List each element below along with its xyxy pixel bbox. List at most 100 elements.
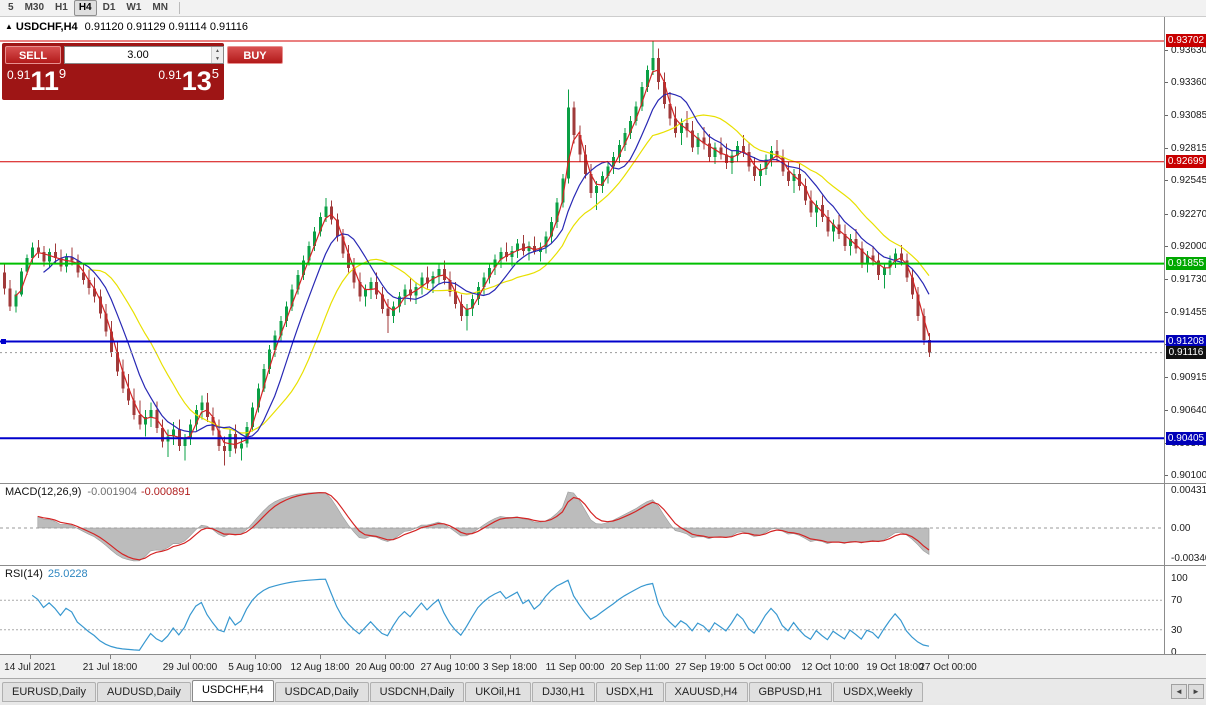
price-axis-label: 0.90915 <box>1171 372 1206 383</box>
price-axis-label: 0.91455 <box>1171 307 1206 318</box>
buy-price-big: 13 <box>181 66 212 96</box>
volume-down-button[interactable]: ▼ <box>212 55 223 63</box>
chart-tab-usdx-weekly[interactable]: USDX,Weekly <box>833 682 923 702</box>
time-axis-tick <box>510 655 511 659</box>
time-axis-tick <box>385 655 386 659</box>
chart-tab-xauusd-h4[interactable]: XAUUSD,H4 <box>664 682 748 702</box>
macd-signal-line <box>37 492 930 561</box>
chart-tab-dj30-h1[interactable]: DJ30,H1 <box>532 682 595 702</box>
time-axis-tick <box>948 655 949 659</box>
moving-average-line <box>43 92 930 438</box>
price-axis-label: 0.92545 <box>1171 175 1206 186</box>
chart-tab-usdcnh-daily[interactable]: USDCNH,Daily <box>369 682 465 702</box>
price-axis-tick <box>1165 377 1168 378</box>
sell-price[interactable]: 0.91119 <box>7 65 66 97</box>
sell-price-big: 11 <box>30 66 59 96</box>
symbol-title: USDCHF,H4 <box>15 21 78 33</box>
price-axis-tick <box>1165 410 1168 411</box>
price-axis[interactable]: 0.93630 0.93360 0.93085 0.92815 0.92545 0.922… <box>1164 17 1206 654</box>
macd-main-value: -0.001904 <box>87 486 137 498</box>
time-axis-label: 14 Jul 2021 <box>4 662 56 673</box>
price-axis-tick <box>1165 214 1168 215</box>
rsi-axis-label: 100 <box>1171 573 1188 584</box>
ohlc-values: 0.91120 0.91129 0.91114 0.91116 <box>84 21 248 33</box>
sell-price-prefix: 0.91 <box>7 68 31 82</box>
time-axis-label: 5 Aug 10:00 <box>228 662 282 673</box>
sell-button[interactable]: SELL <box>5 46 61 64</box>
rsi-axis-label: 70 <box>1171 595 1183 606</box>
panel-separator-rsi[interactable] <box>0 565 1206 566</box>
time-axis-tick <box>765 655 766 659</box>
price-axis-label: 0.93085 <box>1171 110 1206 121</box>
price-axis-label: 0.92000 <box>1171 241 1206 252</box>
macd-canvas[interactable] <box>0 484 1164 565</box>
time-axis[interactable]: 14 Jul 2021 21 Jul 18:00 29 Jul 00:00 5 Aug… <box>0 655 1206 678</box>
price-axis-tick <box>1165 475 1168 476</box>
macd-name: MACD(12,26,9) <box>5 486 82 498</box>
buy-price-sup: 5 <box>211 66 219 81</box>
tab-scroll-left-button[interactable]: ◄ <box>1171 684 1187 699</box>
price-axis-tick <box>1165 246 1168 247</box>
timeframe-button-m30[interactable]: M30 <box>24 2 45 13</box>
time-axis-label: 3 Sep 18:00 <box>483 662 537 673</box>
timeframe-button-w1[interactable]: W1 <box>126 2 142 13</box>
macd-signal-value: -0.000891 <box>140 486 191 498</box>
chart-tab-usdx-h1[interactable]: USDX,H1 <box>595 682 664 702</box>
buy-price[interactable]: 0.91135 <box>158 65 219 97</box>
time-axis-tick <box>575 655 576 659</box>
price-level-tag: 0.93702 <box>1166 34 1206 47</box>
trade-prices-row: 0.91119 0.91135 <box>5 65 221 97</box>
price-axis-label: 0.90640 <box>1171 405 1206 416</box>
price-axis-label: 0.92815 <box>1171 143 1206 154</box>
chart-tab-usdcad-daily[interactable]: USDCAD,Daily <box>274 682 369 702</box>
price-axis-tick <box>1165 279 1168 280</box>
price-level-tag: 0.91116 <box>1166 346 1206 359</box>
volume-up-button[interactable]: ▲ <box>212 47 223 55</box>
one-click-trading-panel: SELL ▲ ▼ BUY 0.91119 0.91135 <box>2 43 283 100</box>
panel-separator-macd[interactable] <box>0 483 1206 484</box>
rsi-label: RSI(14) 25.0228 <box>5 568 88 580</box>
level-line-handle[interactable] <box>1 339 6 344</box>
volume-stepper: ▲ ▼ <box>64 46 224 64</box>
timeframe-toolbar: 5 M30 H1 H4 D1 W1 MN <box>0 0 1206 17</box>
tab-scrollbar: ◄ ► <box>1171 684 1204 699</box>
time-axis-label: 20 Aug 00:00 <box>355 662 415 673</box>
price-axis-label: 0.93360 <box>1171 77 1206 88</box>
price-axis-tick <box>1165 50 1168 51</box>
time-axis-label: 29 Jul 00:00 <box>162 662 218 673</box>
chart-tab-audusd-daily[interactable]: AUDUSD,Daily <box>96 682 191 702</box>
chart-tab-usdchf-h4[interactable]: USDCHF,H4 <box>191 680 274 702</box>
price-level-tag: 0.91208 <box>1166 335 1206 348</box>
buy-button[interactable]: BUY <box>227 46 283 64</box>
rsi-canvas[interactable] <box>0 566 1164 654</box>
timeframe-button-h4[interactable]: H4 <box>73 0 97 16</box>
price-chart-canvas[interactable] <box>0 17 1164 483</box>
volume-input[interactable] <box>65 47 211 63</box>
tab-scroll-right-button[interactable]: ► <box>1188 684 1204 699</box>
trade-buttons-row: SELL ▲ ▼ BUY <box>5 46 283 64</box>
timeframe-button-h1[interactable]: H1 <box>55 2 68 13</box>
time-axis-label: 12 Aug 18:00 <box>290 662 350 673</box>
macd-axis-label: 0.00 <box>1171 523 1191 534</box>
timeframe-button-5[interactable]: 5 <box>8 2 14 13</box>
buy-price-prefix: 0.91 <box>158 68 182 82</box>
chart-tab-ukoil-h1[interactable]: UKOil,H1 <box>465 682 532 702</box>
moving-average-line <box>88 114 930 434</box>
toolbar-separator <box>178 2 180 14</box>
rsi-axis-label: 30 <box>1171 625 1183 636</box>
timeframe-button-mn[interactable]: MN <box>152 2 168 13</box>
chart-tabs: EURUSD,Daily AUDUSD,Daily USDCHF,H4 USDCAD,… <box>2 680 924 703</box>
price-level-tag: 0.92699 <box>1166 155 1206 168</box>
rsi-axis-label: 0 <box>1171 647 1177 654</box>
chart-tab-gbpusd-h1[interactable]: GBPUSD,H1 <box>748 682 833 702</box>
time-axis-label: 12 Oct 10:00 <box>801 662 859 673</box>
chart-tab-eurusd-daily[interactable]: EURUSD,Daily <box>2 682 96 702</box>
price-axis-label: 0.93630 <box>1171 45 1206 56</box>
timeframe-button-d1[interactable]: D1 <box>102 2 116 13</box>
price-level-tag: 0.91855 <box>1166 257 1206 270</box>
time-axis-label: 19 Oct 18:00 <box>866 662 924 673</box>
timeframe-buttons: 5 M30 H1 H4 D1 W1 MN <box>3 0 174 16</box>
time-axis-tick <box>110 655 111 659</box>
price-axis-tick <box>1165 148 1168 149</box>
